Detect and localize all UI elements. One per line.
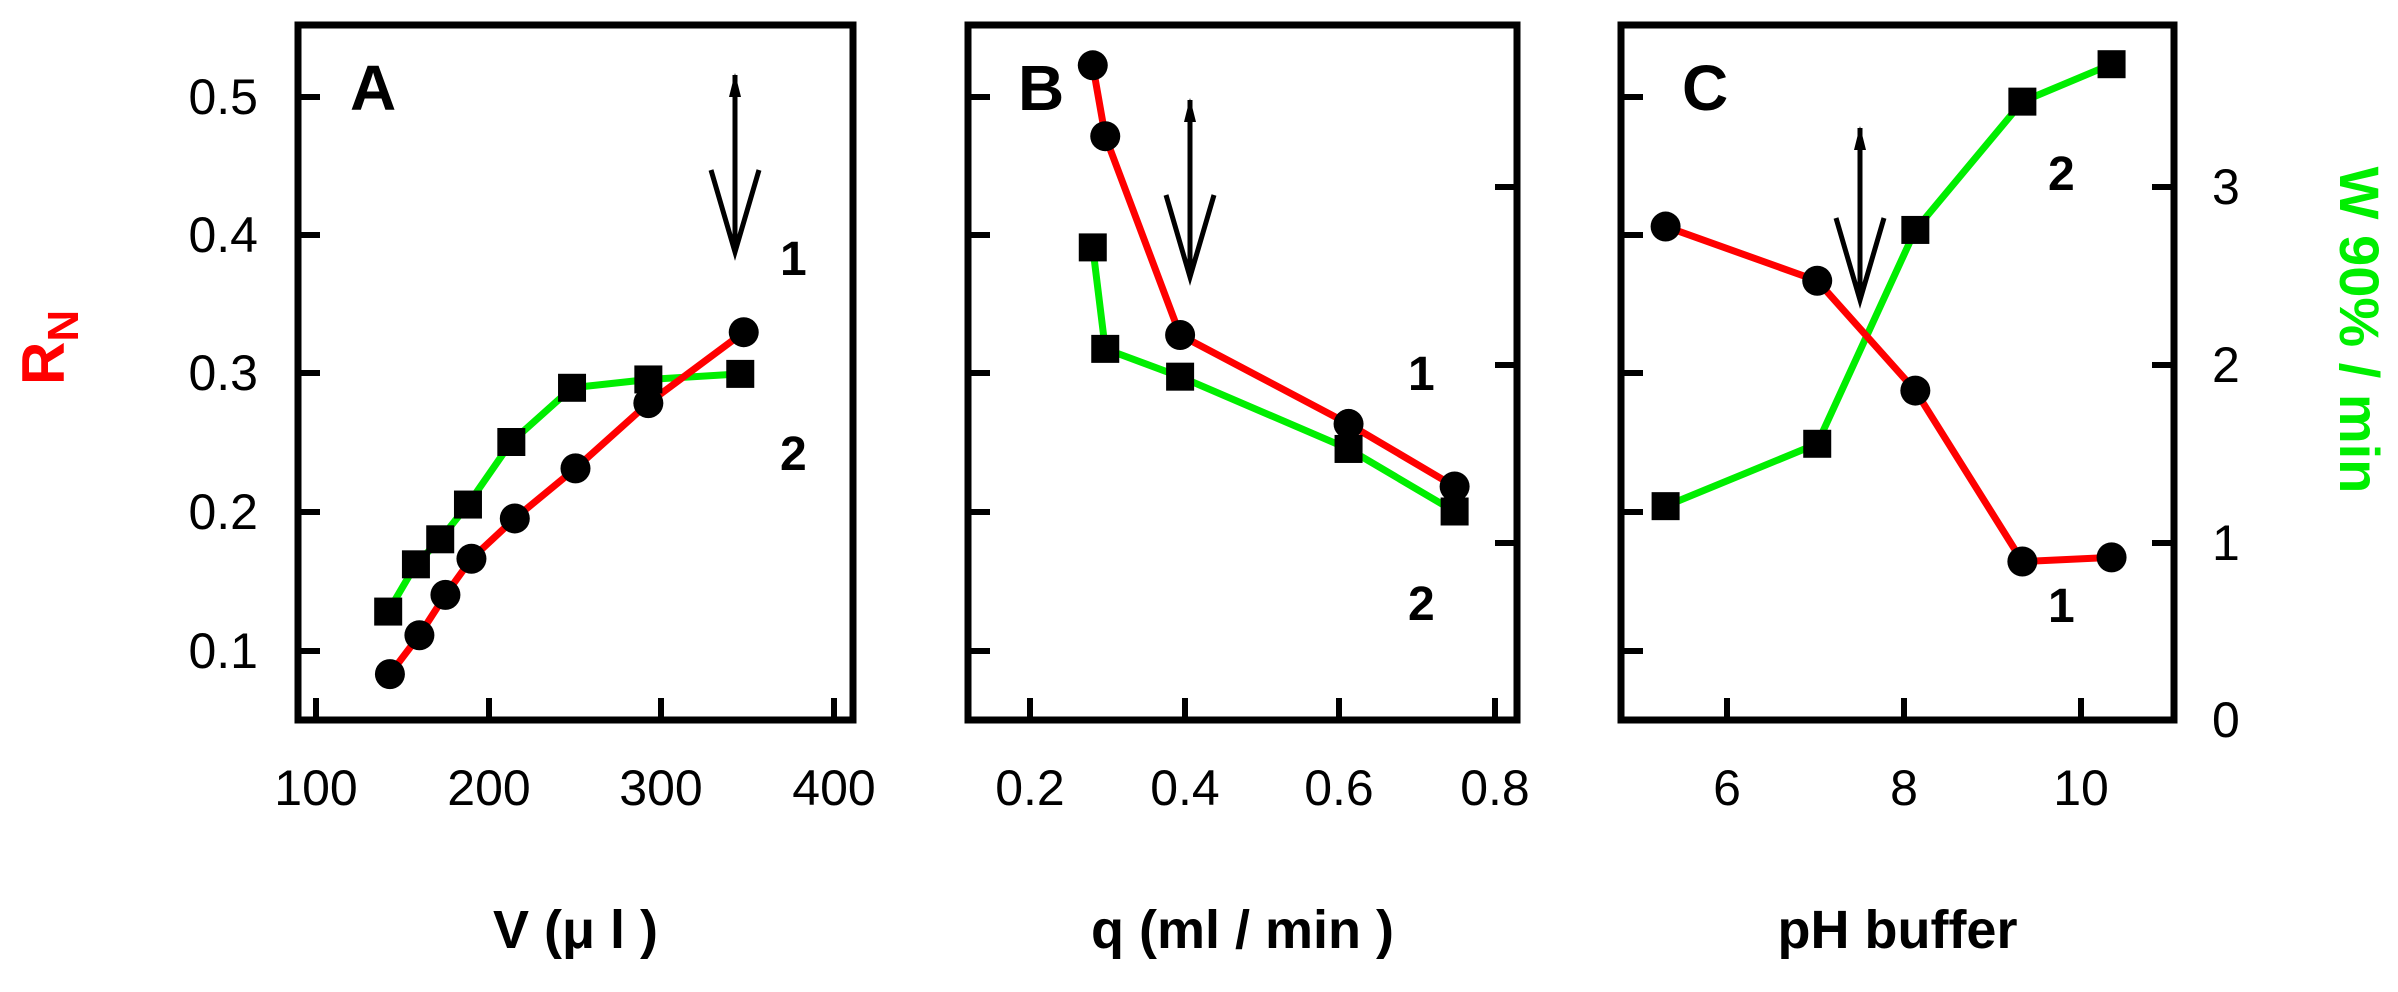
series-number-label: 1: [780, 233, 807, 286]
arrow-head-down: [708, 169, 762, 261]
series-2-point: [497, 428, 526, 456]
x-tick-label: 300: [619, 760, 702, 816]
series-2-point: [1334, 434, 1363, 463]
series-2-point: [1803, 429, 1832, 458]
x-axis-title: q (ml / min ): [1091, 900, 1394, 960]
x-tick-label: 0.4: [1150, 760, 1220, 816]
arrow-tip-up: [729, 73, 741, 97]
series-2-point: [2008, 87, 2037, 116]
series-1-point: [1650, 211, 1681, 242]
x-tick-label: 0.6: [1304, 760, 1374, 816]
series-1-point: [1802, 265, 1833, 296]
x-tick-label: 6: [1713, 760, 1741, 816]
series-2-point: [726, 359, 755, 388]
panel-b: 0.2 0.4 0.6 0.8 q (ml / min ) B 1 2: [964, 21, 1530, 960]
left-axis-title-main: R: [10, 342, 77, 385]
arrow-head-down: [1163, 194, 1217, 286]
y-tick-label: 0.1: [188, 623, 258, 679]
series-number-label: 1: [1408, 348, 1435, 401]
series-number-label: 1: [2048, 580, 2075, 633]
x-tick-label: 400: [792, 760, 875, 816]
series-2-point: [1091, 334, 1120, 363]
series-2-line: [385, 370, 741, 614]
y-tick-label: 0.3: [188, 345, 258, 401]
y2-tick-label: 0: [2212, 692, 2240, 748]
left-axis-title: RN: [10, 310, 88, 385]
arrow-tip-up: [1854, 126, 1866, 150]
panel-letter: B: [1018, 52, 1064, 124]
panel-c: 0 1 2 3 6 8 10 pH buffer C 1 2: [1617, 21, 2240, 960]
series-number-label: 2: [2048, 148, 2075, 201]
series-number-label: 2: [1408, 578, 1435, 631]
arrow-tip-up: [1184, 98, 1196, 122]
y-tick-label: 0.2: [188, 484, 258, 540]
series-1-point: [499, 503, 530, 534]
x-tick-label: 0.8: [1460, 760, 1530, 816]
series-2-point: [1440, 497, 1469, 526]
series-1-point: [2096, 542, 2127, 573]
series-1-point: [1090, 121, 1121, 152]
series-1-point: [1333, 408, 1364, 439]
series-1-line: [1089, 64, 1457, 490]
series-1-point: [374, 659, 405, 690]
series-1-point: [1077, 50, 1108, 81]
series-2-line: [1664, 60, 2113, 510]
y-tick-label: 0.5: [188, 69, 258, 125]
y2-tick-label: 1: [2212, 515, 2240, 571]
series-2-point: [1078, 233, 1107, 262]
panel-letter: A: [350, 52, 396, 124]
series-2-point: [1651, 492, 1680, 521]
y-tick-label: 0.4: [188, 207, 258, 263]
y2-tick-label: 2: [2212, 337, 2240, 393]
series-2-point: [453, 490, 482, 519]
x-tick-label: 200: [447, 760, 530, 816]
series-1-line: [1664, 223, 2112, 566]
x-tick-label: 8: [1890, 760, 1918, 816]
series-2-line: [1089, 246, 1457, 515]
series-2-point: [1166, 362, 1195, 391]
series-1-point: [456, 543, 487, 574]
series-2-point: [2097, 50, 2126, 79]
right-axis-title: W 90% / min: [2328, 167, 2391, 494]
series-2-point: [558, 373, 587, 402]
series-1-point: [2007, 546, 2038, 577]
x-tick-label: 10: [2053, 760, 2109, 816]
series-1-point: [728, 317, 759, 348]
series-1-point: [1439, 471, 1470, 502]
series-1-point: [430, 579, 461, 610]
x-axis-title: pH buffer: [1778, 900, 2018, 960]
series-1-point: [404, 620, 435, 651]
x-tick-label: 100: [274, 760, 357, 816]
left-axis-title-sub: N: [39, 310, 88, 342]
series-1-point: [560, 453, 591, 484]
series-1-point: [1165, 319, 1196, 350]
series-2-point: [374, 597, 403, 626]
series-1-point: [633, 388, 664, 419]
panel-letter: C: [1682, 52, 1728, 124]
series-2-point: [401, 550, 430, 579]
series-1-point: [1900, 375, 1931, 406]
series-2-point: [426, 525, 455, 554]
x-axis-title: V (μ l ): [493, 900, 658, 960]
series-number-label: 2: [780, 428, 807, 481]
arrow-head-down: [1833, 217, 1887, 309]
panel-a: 0.1 0.2 0.3 0.4 0.5 100 200 300 400 V (μ l ) A 1 2: [188, 21, 876, 960]
series-2-point: [1901, 215, 1930, 244]
y2-tick-label: 3: [2212, 159, 2240, 215]
x-tick-label: 0.2: [995, 760, 1065, 816]
